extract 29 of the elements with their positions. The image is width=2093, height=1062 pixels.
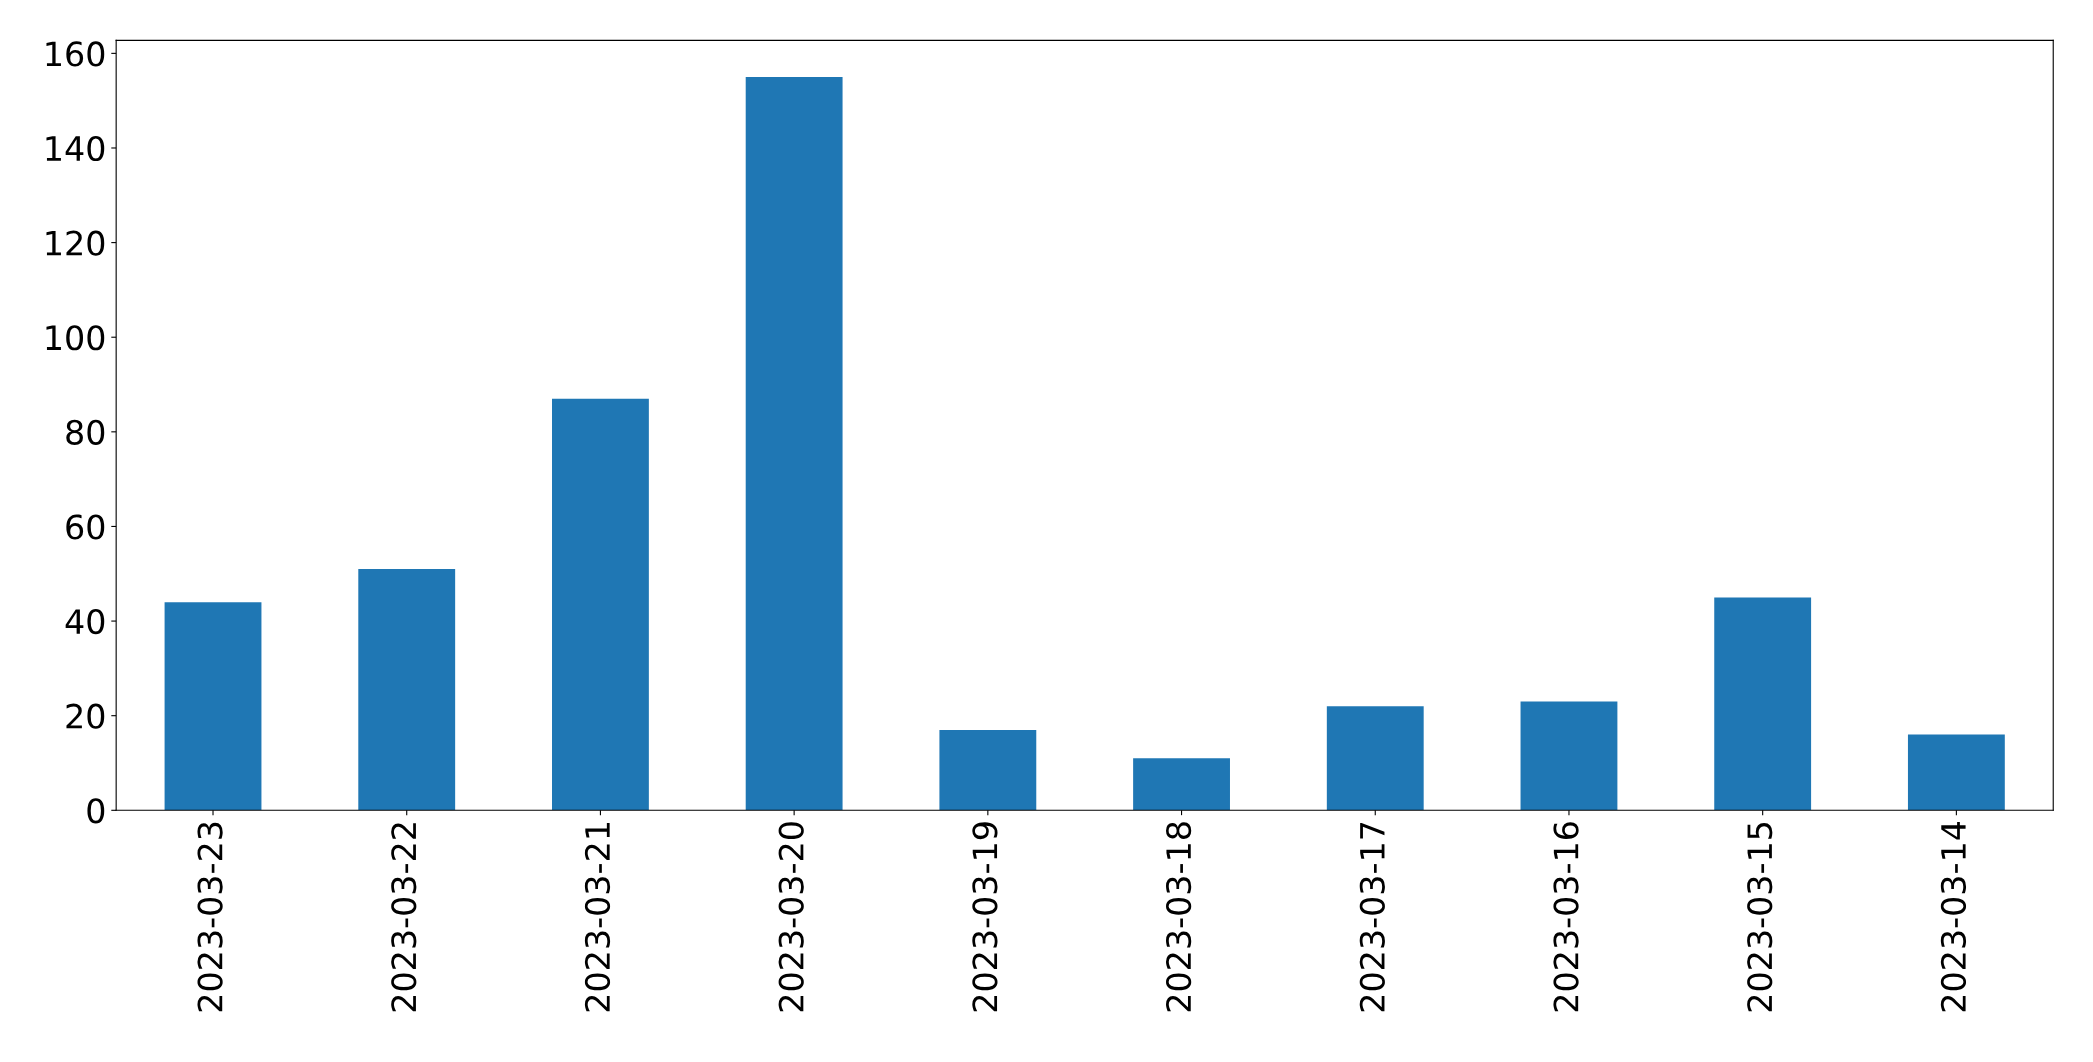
bar (1520, 701, 1618, 811)
bar (939, 729, 1037, 811)
y-tick-label: 40 (65, 609, 105, 635)
y-tick-label: 80 (66, 419, 105, 445)
bar (552, 398, 649, 811)
y-tick-label: 120 (46, 230, 105, 256)
y-tick-label: 0 (87, 798, 105, 824)
x-tick-label: 2023-03-16 (1553, 822, 1579, 1012)
x-tick-label: 2023-03-18 (1166, 822, 1192, 1012)
bar (1326, 706, 1424, 811)
x-tick-label: 2023-03-23 (197, 822, 223, 1012)
bar (1714, 597, 1812, 811)
y-tick-label: 160 (46, 41, 105, 67)
bar (1133, 758, 1230, 811)
x-tick-label: 2023-03-15 (1747, 822, 1773, 1012)
x-tick-label: 2023-03-20 (778, 822, 804, 1012)
y-tick-label: 100 (46, 325, 105, 351)
bar (1907, 734, 2005, 811)
y-tick-label: 20 (66, 703, 105, 729)
y-tick-label: 60 (66, 514, 105, 540)
bar (745, 77, 843, 811)
x-tick-label: 2023-03-14 (1940, 821, 1967, 1012)
x-tick-label: 2023-03-22 (391, 823, 417, 1012)
y-tick-label: 140 (46, 135, 105, 162)
x-tick-label: 2023-03-21 (584, 823, 611, 1012)
x-tick-label: 2023-03-19 (972, 822, 998, 1012)
bar (164, 602, 262, 811)
bar (358, 569, 456, 811)
x-tick-label: 2023-03-17 (1359, 822, 1385, 1012)
